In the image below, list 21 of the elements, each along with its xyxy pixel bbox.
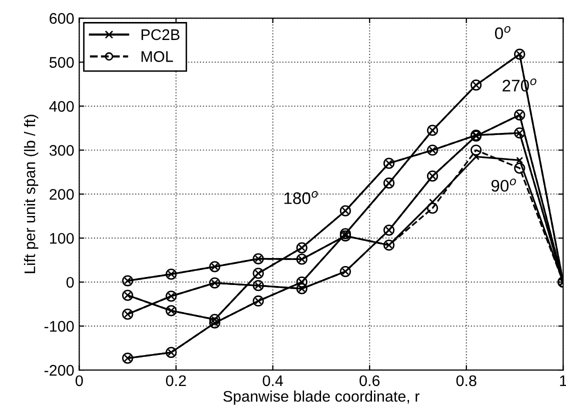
y-tick-label: 600 (50, 13, 74, 24)
x-tick-label: 0 (76, 375, 83, 386)
annotation: 90$^{o}$ (491, 178, 516, 192)
y-tick-label: 100 (50, 232, 74, 244)
annotation: 180$^{o}$ (284, 191, 318, 204)
y-tick-label: 300 (49, 144, 74, 156)
y-tick-label: 400 (49, 101, 74, 112)
legend-label: PC2B (142, 29, 180, 40)
y-tick-label: -200 (44, 364, 74, 376)
y-tick-label: -100 (44, 320, 74, 332)
x-tick-label: 0.2 (166, 375, 186, 386)
y-axis-title: Lift per unit span (lb / ft) (24, 114, 38, 274)
y-tick-label: 500 (50, 57, 74, 68)
y-tick-label: 0 (66, 276, 74, 288)
x-tick-label: 0.6 (360, 375, 380, 386)
y-tick-label: 200 (50, 188, 74, 200)
annotation: 0$^{o}$ (495, 26, 510, 40)
x-tick-label: 0.8 (456, 375, 476, 386)
x-tick-label: 0.4 (262, 375, 283, 386)
x-axis-title: Spanwise blade coordinate, r (223, 390, 420, 405)
legend-label: MOL (142, 51, 173, 62)
